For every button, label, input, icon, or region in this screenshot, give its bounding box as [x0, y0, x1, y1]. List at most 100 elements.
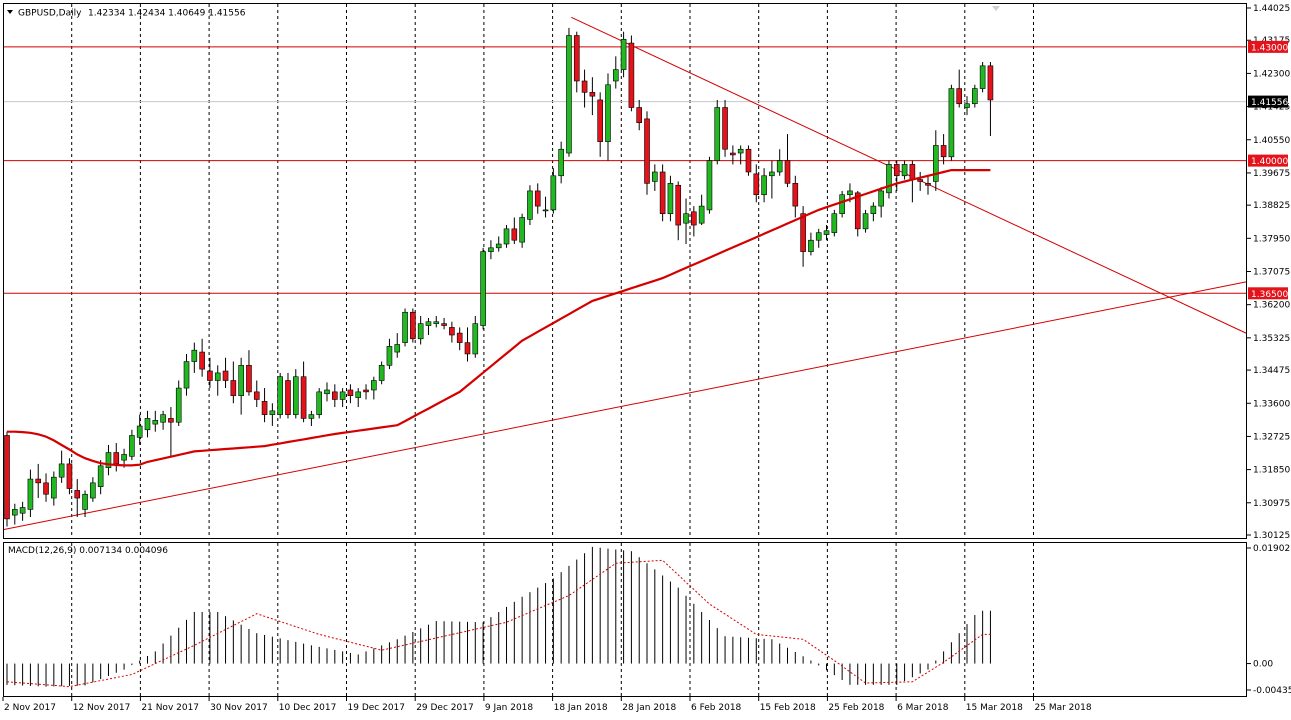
y-tick-label: 1.31850: [1253, 466, 1290, 476]
candle-bearish: [940, 145, 947, 158]
candle-bearish: [800, 213, 806, 252]
candles: [4, 27, 994, 527]
x-tick-label: 2 Nov 2017: [4, 703, 56, 713]
candle-bearish: [534, 190, 541, 207]
support-resistance-lines: [4, 46, 1246, 294]
candle-bullish: [683, 213, 689, 224]
candle-bullish: [839, 194, 845, 214]
candle-bullish: [698, 205, 705, 224]
candle-bearish: [449, 327, 455, 336]
candle-bullish: [324, 389, 330, 395]
descending-trend-line: [571, 16, 1247, 334]
candle-bullish: [831, 213, 838, 233]
candle-bullish: [503, 228, 510, 245]
candle-bullish: [425, 321, 432, 326]
candle-bullish: [19, 507, 26, 514]
candle-bullish: [51, 476, 57, 499]
ascending-trend-line: [3, 281, 1247, 530]
candle-bullish: [612, 69, 619, 82]
candle-bearish: [644, 118, 650, 184]
dropdown-triangle-icon[interactable]: [7, 10, 13, 14]
candle-bullish: [558, 148, 564, 177]
candle-bearish: [792, 183, 799, 207]
candle-bullish: [269, 410, 276, 415]
candle-bullish: [550, 175, 557, 211]
macd-tick-label: -0.004351: [1253, 686, 1291, 696]
macd-signal-line: [6, 559, 991, 688]
candle-bullish: [12, 509, 18, 516]
candle-bearish: [917, 179, 923, 182]
candle-bullish: [527, 190, 533, 220]
candle-bearish: [581, 80, 588, 93]
candle-bullish: [847, 190, 853, 196]
x-tick-label: 19 Dec 2017: [348, 703, 406, 713]
candle-bearish: [300, 376, 307, 419]
macd-axis: 0.019021 0.00 -0.004351: [1247, 544, 1291, 696]
candle-bearish: [730, 152, 736, 156]
x-tick-label: 29 Dec 2017: [416, 703, 474, 713]
candle-bullish: [144, 418, 151, 431]
scroll-marker-icon[interactable]: [992, 6, 1000, 11]
candle-bearish: [74, 490, 81, 499]
candle-bullish: [667, 183, 674, 214]
candle-bullish: [121, 454, 127, 461]
current-price-label: 1.41556: [1251, 98, 1288, 108]
candle-bearish: [222, 370, 229, 381]
candle-bullish: [129, 435, 135, 457]
x-tick-label: 6 Feb 2018: [691, 703, 742, 713]
candle-bearish: [43, 482, 49, 495]
y-tick-label: 1.42300: [1253, 69, 1290, 79]
candle-bullish: [308, 414, 315, 419]
candle-bullish: [901, 164, 908, 177]
x-tick-label: 25 Feb 2018: [828, 703, 884, 713]
candle-bearish: [753, 173, 760, 196]
candle-bearish: [589, 92, 596, 97]
x-tick-label: 12 Nov 2017: [73, 703, 131, 713]
candle-bearish: [573, 35, 580, 82]
candle-bearish: [261, 401, 268, 415]
candle-bullish: [808, 239, 814, 252]
candle-bearish: [347, 389, 354, 396]
candle-bullish: [371, 380, 377, 391]
y-tick-label: 1.37075: [1253, 268, 1290, 278]
x-tick-label: 9 Jan 2018: [485, 703, 533, 713]
candle-bearish: [332, 391, 338, 400]
candle-bullish: [964, 103, 970, 108]
candle-bullish: [90, 482, 96, 499]
y-tick-label: 1.30975: [1253, 499, 1290, 509]
candle-bearish: [854, 192, 861, 230]
candle-bullish: [761, 175, 767, 196]
candle-bearish: [285, 380, 291, 415]
candle-bullish: [82, 493, 88, 510]
candle-bullish: [932, 145, 939, 182]
candle-bullish: [292, 376, 299, 415]
candle-bearish: [441, 323, 447, 326]
level-badge-label: 1.43000: [1251, 43, 1288, 53]
candle-bearish: [628, 42, 635, 108]
macd-histogram: [6, 546, 991, 687]
level-badge: [1248, 40, 1288, 53]
level-badge: [1248, 287, 1288, 300]
candle-bullish: [402, 311, 408, 343]
candle-bullish: [191, 349, 198, 362]
x-tick-label: 30 Nov 2017: [210, 703, 268, 713]
candle-bullish: [776, 160, 783, 173]
macd-title: MACD(12,26,9) 0.007134 0.004096: [8, 546, 168, 556]
x-tick-label: 25 Mar 2018: [1035, 703, 1092, 713]
candle-bullish: [519, 217, 525, 243]
level-badge-label: 1.36500: [1251, 290, 1288, 300]
candle-bullish: [339, 391, 346, 400]
price-axis: 1.440251.431751.423001.414251.405501.396…: [1247, 4, 1290, 541]
candle-bearish: [745, 148, 752, 173]
candle-bullish: [769, 171, 775, 177]
candle-bullish: [862, 213, 869, 230]
candle-bullish: [386, 346, 393, 366]
candle-bullish: [58, 463, 65, 478]
candle-bullish: [417, 323, 424, 340]
y-tick-label: 1.32725: [1253, 432, 1290, 442]
candle-bullish: [878, 190, 884, 207]
y-tick-label: 1.39675: [1253, 169, 1290, 179]
y-tick-label: 1.34475: [1253, 366, 1290, 376]
macd-tick-label: 0.019021: [1253, 544, 1291, 554]
